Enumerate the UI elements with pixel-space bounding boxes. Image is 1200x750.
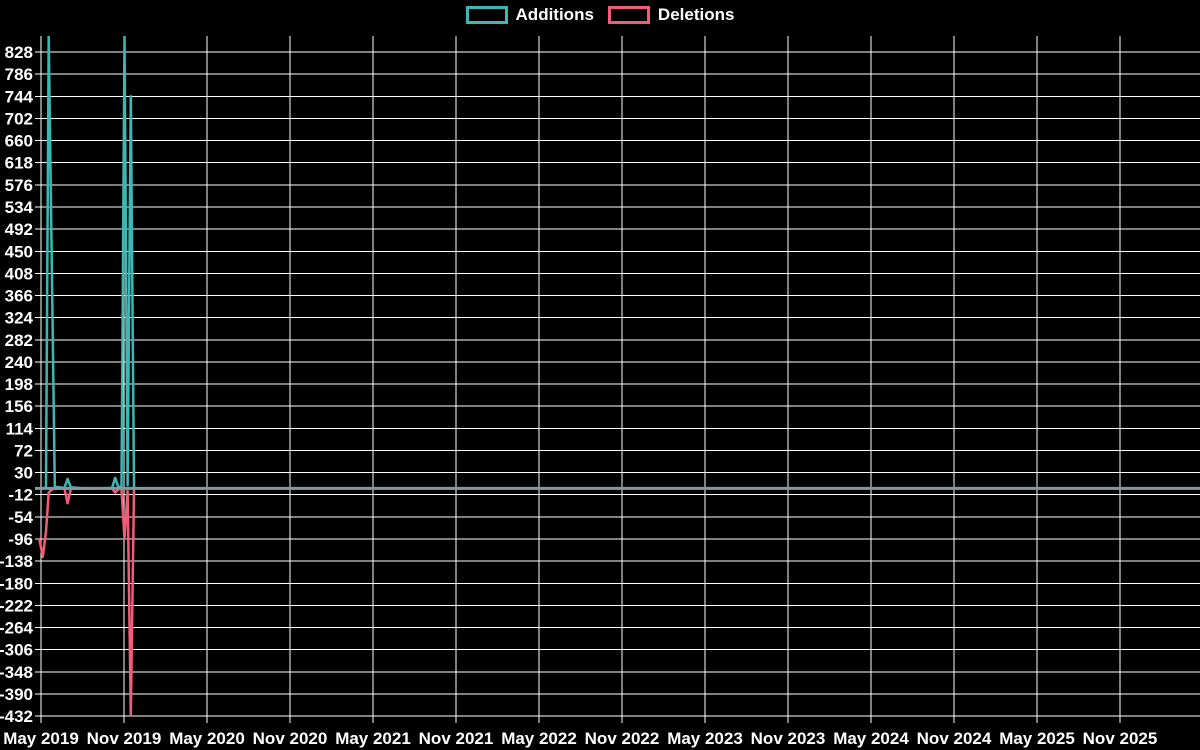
y-axis-label: 72 xyxy=(14,441,33,460)
x-axis-label: Nov 2019 xyxy=(87,729,162,748)
y-axis-label: -96 xyxy=(8,530,33,549)
x-axis-label: May 2019 xyxy=(3,729,79,748)
x-axis-label: May 2020 xyxy=(169,729,245,748)
y-axis-label: 282 xyxy=(5,331,33,350)
y-axis-label: -138 xyxy=(0,552,33,571)
y-axis-label: 30 xyxy=(14,464,33,483)
y-axis-label: -222 xyxy=(0,596,33,615)
y-axis-label: 744 xyxy=(5,87,34,106)
y-axis-label: -390 xyxy=(0,685,33,704)
y-axis-label: 114 xyxy=(6,419,34,438)
x-axis-label: May 2024 xyxy=(833,729,909,748)
series-line-additions xyxy=(38,36,139,490)
legend-label-deletions: Deletions xyxy=(657,5,735,24)
y-axis-label: -54 xyxy=(8,508,33,527)
legend: Additions Deletions xyxy=(0,6,1200,24)
legend-label-additions: Additions xyxy=(515,5,594,24)
y-axis-label: -432 xyxy=(0,707,33,726)
legend-item-additions[interactable]: Additions xyxy=(465,5,594,24)
y-axis-label: 618 xyxy=(5,154,33,173)
y-axis-label: -264 xyxy=(0,619,34,638)
y-axis-label: 576 xyxy=(5,176,33,195)
y-axis-label: 786 xyxy=(5,65,33,84)
y-axis-label: 408 xyxy=(5,264,33,283)
y-axis-label: 156 xyxy=(5,397,33,416)
x-axis-label: Nov 2020 xyxy=(253,729,328,748)
y-axis-label: -12 xyxy=(8,486,33,505)
series-line-deletions xyxy=(38,487,139,717)
y-axis-label: -306 xyxy=(0,641,33,660)
y-axis-label: 324 xyxy=(5,309,34,328)
x-axis-label: Nov 2022 xyxy=(585,729,660,748)
y-axis-label: 240 xyxy=(5,353,33,372)
y-axis-label: 534 xyxy=(5,198,34,217)
x-axis-label: May 2021 xyxy=(335,729,411,748)
deletions-swatch-icon xyxy=(607,6,650,24)
additions-swatch-icon xyxy=(465,6,508,24)
y-axis-label: 492 xyxy=(5,220,33,239)
y-axis-label: -180 xyxy=(0,574,33,593)
y-axis-label: -348 xyxy=(0,663,33,682)
x-axis-label: Nov 2025 xyxy=(1083,729,1158,748)
legend-item-deletions[interactable]: Deletions xyxy=(607,5,735,24)
y-axis-label: 450 xyxy=(5,242,33,261)
x-axis-label: Nov 2023 xyxy=(751,729,826,748)
y-axis-label: 660 xyxy=(5,132,33,151)
x-axis-label: Nov 2021 xyxy=(419,729,494,748)
x-axis-label: Nov 2024 xyxy=(917,729,992,748)
y-axis-label: 702 xyxy=(5,109,33,128)
x-axis-label: May 2023 xyxy=(667,729,743,748)
x-axis-label: May 2025 xyxy=(999,729,1075,748)
y-axis-label: 828 xyxy=(5,43,33,62)
y-axis-label: 366 xyxy=(5,287,33,306)
x-axis-label: May 2022 xyxy=(501,729,577,748)
y-axis-label: 198 xyxy=(5,375,33,394)
